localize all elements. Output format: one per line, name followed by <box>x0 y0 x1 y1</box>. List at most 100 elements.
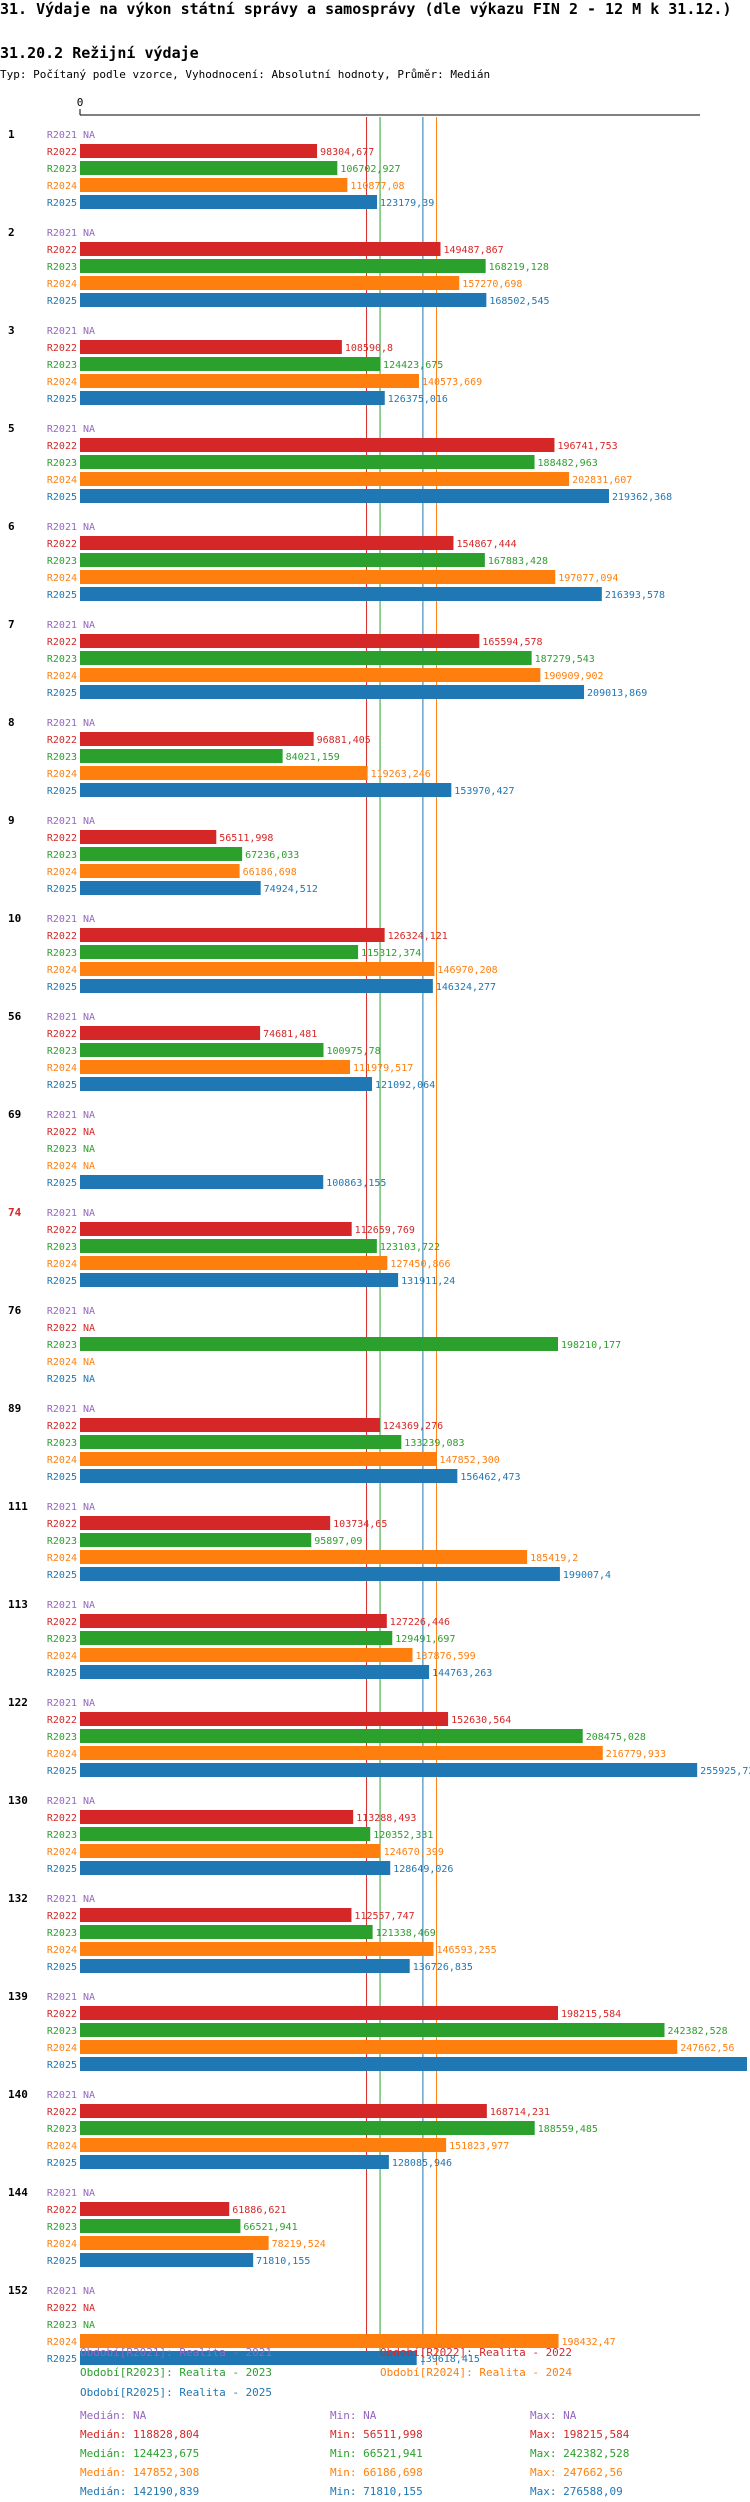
series-label: R2023 <box>47 1144 77 1155</box>
data-label: 151823,977 <box>449 2141 509 2152</box>
bar-r2023 <box>80 749 283 763</box>
na-label: NA <box>83 2320 95 2331</box>
bar-r2024 <box>80 962 435 976</box>
bar-r2024 <box>80 1550 528 1564</box>
data-label: 108590,8 <box>345 343 393 354</box>
bar-r2023 <box>80 1533 312 1547</box>
series-label: R2025 <box>47 1864 77 1875</box>
data-label: 129491,697 <box>395 1634 455 1645</box>
na-label: NA <box>83 1894 95 1905</box>
legend-item-r2023: Období[R2023]: Realita - 2023 <box>80 2366 273 2379</box>
series-label: R2025 <box>47 1374 77 1385</box>
bar-r2022 <box>80 1222 352 1236</box>
stat-min: Min: 66521,941 <box>330 2447 423 2460</box>
data-label: 196741,753 <box>557 441 617 452</box>
series-label: R2025 <box>47 492 77 503</box>
na-label: NA <box>83 1357 95 1368</box>
na-label: NA <box>83 914 95 925</box>
data-label: 112659,769 <box>355 1225 415 1236</box>
bar-r2022 <box>80 2202 230 2216</box>
bar-r2023 <box>80 1239 377 1253</box>
na-label: NA <box>83 1208 95 1219</box>
data-label: 165594,578 <box>482 637 542 648</box>
group-label: 139 <box>8 1990 28 2003</box>
bar-r2023 <box>80 2121 535 2135</box>
data-label: 146593,255 <box>437 1945 497 1956</box>
data-label: 112557,747 <box>354 1911 414 1922</box>
bar-r2024 <box>80 766 368 780</box>
bar-r2023 <box>80 1631 393 1645</box>
bar-r2025 <box>80 2155 389 2169</box>
page-title: 31. Výdaje na výkon státní správy a samo… <box>0 0 732 18</box>
bar-r2025 <box>80 1469 458 1483</box>
data-label: 139618,415 <box>420 2354 480 2365</box>
na-label: NA <box>83 620 95 631</box>
na-label: NA <box>83 1012 95 1023</box>
stat-median: Medián: NA <box>80 2409 147 2422</box>
group-label: 140 <box>8 2088 28 2101</box>
legend-item-r2021: Období[R2021]: Realita - 2021 <box>80 2346 273 2359</box>
series-label: R2024 <box>47 1651 77 1662</box>
data-label: 123103,722 <box>380 1242 440 1253</box>
series-label: R2025 <box>47 982 77 993</box>
stat-median: Medián: 142190,839 <box>80 2485 200 2498</box>
series-label: R2023 <box>47 164 77 175</box>
series-label: R2022 <box>47 1127 77 1138</box>
stat-min: Min: 56511,998 <box>330 2428 423 2441</box>
stat-min: Min: NA <box>330 2409 377 2422</box>
data-label: 96881,405 <box>317 735 371 746</box>
series-label: R2023 <box>47 654 77 665</box>
series-label: R2025 <box>47 1276 77 1287</box>
series-label: R2022 <box>47 637 77 648</box>
bar-r2023 <box>80 1827 371 1841</box>
data-label: 140573,669 <box>422 377 482 388</box>
group-label: 132 <box>8 1892 28 1905</box>
data-label: 216779,933 <box>606 1749 666 1760</box>
stat-max: Max: 198215,584 <box>530 2428 630 2441</box>
bar-r2022 <box>80 928 385 942</box>
group-label: 9 <box>8 814 15 827</box>
group-label: 74 <box>8 1206 22 1219</box>
bar-r2023 <box>80 455 535 469</box>
bar-r2022 <box>80 242 441 256</box>
series-label: R2024 <box>47 2337 77 2348</box>
series-label: R2021 <box>47 1404 77 1415</box>
bar-r2025 <box>80 881 261 895</box>
data-label: 202831,607 <box>572 475 632 486</box>
data-label: 78219,524 <box>272 2239 326 2250</box>
series-label: R2025 <box>47 590 77 601</box>
series-label: R2023 <box>47 458 77 469</box>
stat-max: Max: 247662,56 <box>530 2466 623 2479</box>
series-label: R2021 <box>47 1600 77 1611</box>
bar-r2023 <box>80 1337 558 1351</box>
data-label: 71810,155 <box>256 2256 310 2267</box>
bar-r2024 <box>80 1256 388 1270</box>
bar-r2022 <box>80 1516 331 1530</box>
bar-r2025 <box>80 293 487 307</box>
series-label: R2025 <box>47 1178 77 1189</box>
group-label: 56 <box>8 1010 22 1023</box>
stat-max: Max: 276588,09 <box>530 2485 623 2498</box>
bar-r2022 <box>80 144 318 158</box>
na-label: NA <box>83 1110 95 1121</box>
na-label: NA <box>83 424 95 435</box>
series-label: R2025 <box>47 198 77 209</box>
na-label: NA <box>83 2303 95 2314</box>
group-label: 111 <box>8 1500 28 1513</box>
bar-r2023 <box>80 259 486 273</box>
bar-r2025 <box>80 1665 430 1679</box>
series-label: R2024 <box>47 1847 77 1858</box>
data-label: 56511,998 <box>219 833 273 844</box>
data-label: 126324,121 <box>388 931 448 942</box>
series-label: R2024 <box>47 1455 77 1466</box>
bar-r2024 <box>80 1942 434 1956</box>
data-label: 61886,621 <box>232 2205 286 2216</box>
legend-item-r2025: Období[R2025]: Realita - 2025 <box>80 2386 273 2399</box>
series-label: R2022 <box>47 2303 77 2314</box>
data-label: 127226,446 <box>390 1617 450 1628</box>
na-label: NA <box>83 522 95 533</box>
bar-r2023 <box>80 161 338 175</box>
na-label: NA <box>83 1323 95 1334</box>
series-label: R2025 <box>47 884 77 895</box>
